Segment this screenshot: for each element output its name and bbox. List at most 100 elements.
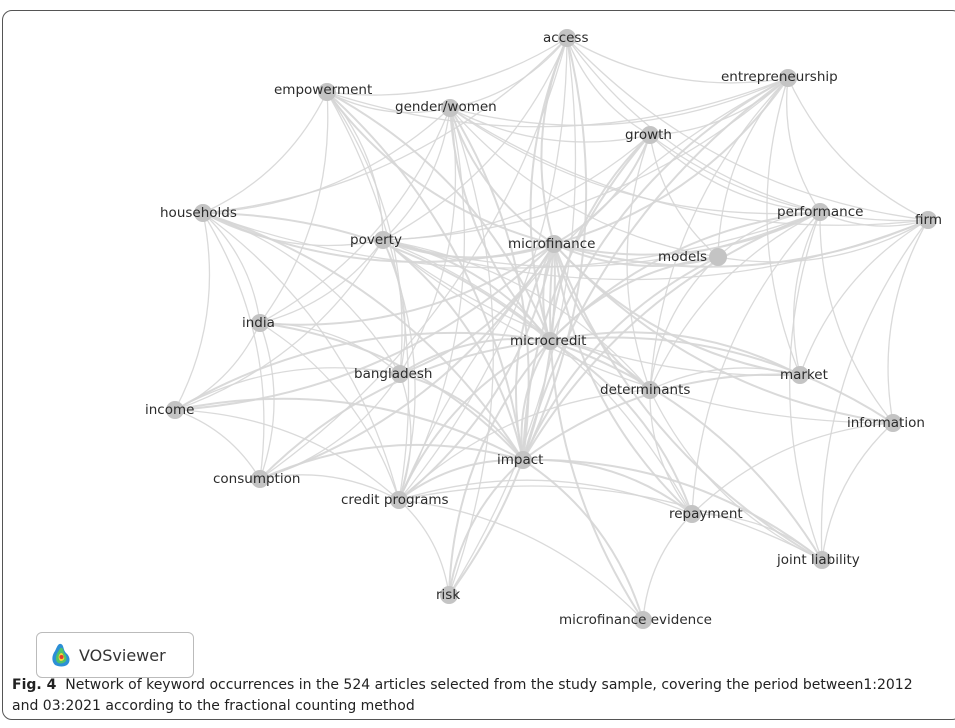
edge-access-credit_programs bbox=[398, 37, 568, 501]
edge-microcredit-joint_liability bbox=[549, 340, 823, 561]
node-access[interactable] bbox=[558, 29, 576, 47]
node-microfinance_evidence[interactable] bbox=[634, 611, 652, 629]
edge-gender_women-performance bbox=[449, 107, 821, 215]
node-microcredit[interactable] bbox=[541, 332, 559, 350]
edge-performance-growth bbox=[649, 134, 821, 213]
edge-credit_programs-determinants bbox=[398, 389, 651, 501]
edge-credit_programs-consumption bbox=[259, 474, 400, 501]
edge-repayment-joint_liability bbox=[691, 513, 823, 561]
edge-impact-income bbox=[174, 397, 524, 461]
node-gender_women[interactable] bbox=[441, 99, 459, 117]
edge-empowerment-bangladesh bbox=[326, 91, 403, 375]
node-models[interactable] bbox=[709, 248, 727, 266]
node-label-income: income bbox=[145, 402, 194, 418]
edge-households-bangladesh bbox=[202, 212, 401, 375]
node-growth[interactable] bbox=[641, 126, 659, 144]
edge-microcredit-entrepreneurship bbox=[549, 77, 789, 342]
node-india[interactable] bbox=[251, 314, 269, 332]
edge-households-india bbox=[202, 212, 261, 324]
edge-microcredit-information bbox=[549, 336, 894, 424]
node-repayment[interactable] bbox=[683, 505, 701, 523]
edge-poverty-market bbox=[382, 239, 801, 377]
edge-access-households bbox=[202, 37, 568, 214]
edge-entrepreneurship-firm bbox=[787, 77, 929, 221]
edge-microcredit-repayment bbox=[549, 340, 693, 515]
node-empowerment[interactable] bbox=[318, 83, 336, 101]
node-label-performance: performance bbox=[777, 204, 863, 220]
edge-microcredit-access bbox=[529, 37, 568, 342]
edge-gender_women-entrepreneurship bbox=[449, 77, 789, 126]
figure-caption-text: Network of keyword occurrences in the 52… bbox=[12, 677, 913, 714]
node-performance[interactable] bbox=[811, 203, 829, 221]
edge-performance-information bbox=[819, 211, 894, 424]
edge-growth-firm bbox=[649, 134, 929, 222]
edge-performance-repayment bbox=[691, 211, 821, 515]
edge-empowerment-credit_programs bbox=[326, 91, 410, 501]
node-label-determinants: determinants bbox=[600, 382, 690, 398]
edge-empowerment-india bbox=[259, 91, 329, 324]
edge-microcredit-impact bbox=[520, 340, 551, 461]
edge-entrepreneurship-performance bbox=[785, 77, 821, 213]
edge-poverty-empowerment bbox=[326, 91, 384, 241]
edge-access-consumption bbox=[259, 37, 568, 480]
node-impact[interactable] bbox=[514, 451, 532, 469]
node-entrepreneurship[interactable] bbox=[779, 69, 797, 87]
labels-group: access empowerment gender/women entrepreneu… bbox=[145, 30, 942, 628]
edges-group bbox=[174, 37, 929, 621]
node-information[interactable] bbox=[884, 414, 902, 432]
edge-microfinance_evidence-credit_programs bbox=[398, 499, 644, 621]
node-bangladesh[interactable] bbox=[391, 365, 409, 383]
node-label-microcredit: microcredit bbox=[510, 333, 586, 349]
edge-entrepreneurship-empowerment bbox=[326, 77, 789, 128]
edge-repayment-information bbox=[691, 422, 894, 515]
edge-microcredit-determinants bbox=[549, 340, 651, 391]
node-risk[interactable] bbox=[440, 586, 458, 604]
node-microfinance[interactable] bbox=[545, 235, 563, 253]
edge-poverty-gender_women bbox=[382, 107, 451, 241]
node-label-gender_women: gender/women bbox=[395, 99, 497, 115]
edge-poverty-credit_programs bbox=[382, 239, 416, 501]
node-determinants[interactable] bbox=[641, 381, 659, 399]
edge-access-firm bbox=[566, 37, 929, 221]
node-label-market: market bbox=[780, 367, 828, 383]
node-label-impact: impact bbox=[497, 452, 543, 468]
node-label-credit_programs: credit programs bbox=[341, 492, 449, 508]
edge-gender_women-india bbox=[259, 107, 451, 324]
node-market[interactable] bbox=[791, 366, 809, 384]
node-poverty[interactable] bbox=[374, 231, 392, 249]
node-households[interactable] bbox=[194, 204, 212, 222]
edge-entrepreneurship-models bbox=[717, 77, 789, 258]
node-label-microfinance_evidence: microfinance evidence bbox=[559, 612, 712, 628]
node-joint_liability[interactable] bbox=[813, 551, 831, 569]
edge-impact-gender_women bbox=[449, 107, 530, 461]
edge-growth-determinants bbox=[626, 134, 651, 391]
node-label-india: india bbox=[242, 315, 275, 331]
edge-poverty-income bbox=[174, 239, 384, 411]
edge-impact-growth bbox=[522, 134, 651, 461]
edge-poverty-india bbox=[259, 239, 384, 324]
node-label-households: households bbox=[160, 205, 237, 221]
edge-growth-access bbox=[566, 37, 651, 136]
node-label-microfinance: microfinance bbox=[508, 236, 595, 252]
edge-microcredit-growth bbox=[549, 134, 651, 342]
edge-india-bangladesh bbox=[259, 322, 401, 375]
edge-income-households bbox=[174, 212, 211, 411]
edge-gender_women-risk bbox=[448, 107, 494, 596]
node-label-access: access bbox=[543, 30, 589, 46]
node-income[interactable] bbox=[166, 401, 184, 419]
edge-entrepreneurship-determinants bbox=[649, 77, 789, 391]
node-consumption[interactable] bbox=[251, 470, 269, 488]
edge-gender_women-growth bbox=[449, 107, 651, 143]
node-credit_programs[interactable] bbox=[390, 491, 408, 509]
edge-microfinance-india bbox=[259, 243, 555, 326]
edge-market-firm bbox=[799, 219, 929, 376]
edge-gender_women-bangladesh bbox=[399, 107, 457, 375]
vosviewer-logo-text: VOSviewer bbox=[79, 645, 166, 665]
edge-microcredit-risk bbox=[448, 340, 551, 596]
edge-entrepreneurship-credit_programs bbox=[398, 77, 789, 501]
edge-joint_liability-information bbox=[821, 422, 894, 561]
edge-information-firm bbox=[887, 219, 929, 424]
node-firm[interactable] bbox=[919, 211, 937, 229]
edge-access-risk bbox=[448, 37, 577, 596]
